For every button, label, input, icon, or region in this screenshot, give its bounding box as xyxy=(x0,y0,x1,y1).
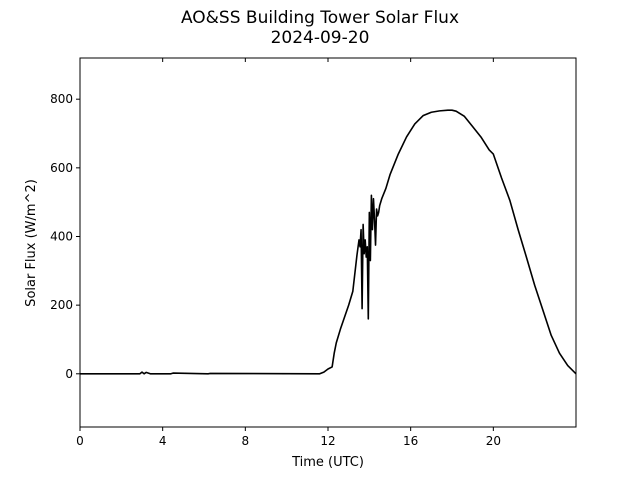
x-axis-ticks: 0 4 8 12 16 20 xyxy=(76,58,501,448)
y-axis-ticks: 0 200 400 600 800 xyxy=(50,92,80,381)
y-tick-label: 400 xyxy=(50,229,73,243)
y-tick-label: 800 xyxy=(50,92,73,106)
chart-subtitle: 2024-09-20 xyxy=(270,28,370,48)
x-tick-label: 8 xyxy=(242,434,250,448)
x-tick-label: 16 xyxy=(403,434,418,448)
x-axis-label: Time (UTC) xyxy=(291,455,364,470)
chart-title: AO&SS Building Tower Solar Flux xyxy=(180,8,460,28)
y-axis-label: Solar Flux (W/m^2) xyxy=(24,179,39,307)
solar-flux-series-line xyxy=(80,109,577,375)
x-tick-label: 0 xyxy=(76,434,84,448)
x-tick-label: 20 xyxy=(486,434,501,448)
plot-area xyxy=(79,57,577,428)
y-tick-label: 0 xyxy=(65,367,73,381)
y-tick-label: 200 xyxy=(50,298,73,312)
y-tick-label: 600 xyxy=(50,161,73,175)
x-tick-label: 4 xyxy=(159,434,167,448)
x-tick-label: 12 xyxy=(320,434,335,448)
